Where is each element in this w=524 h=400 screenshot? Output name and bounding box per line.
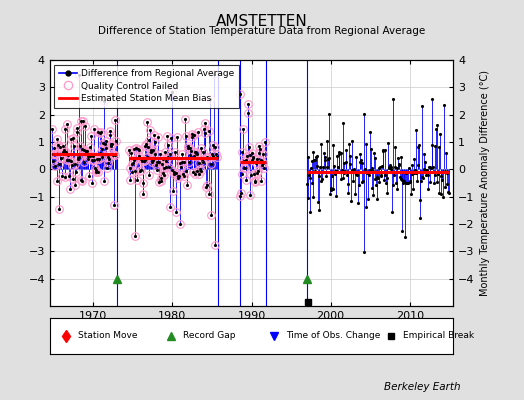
Text: AMSTETTEN: AMSTETTEN <box>216 14 308 29</box>
Text: Record Gap: Record Gap <box>183 332 235 340</box>
Text: Time of Obs. Change: Time of Obs. Change <box>286 332 380 340</box>
Text: Difference of Station Temperature Data from Regional Average: Difference of Station Temperature Data f… <box>99 26 425 36</box>
Text: Station Move: Station Move <box>78 332 137 340</box>
Text: Empirical Break: Empirical Break <box>403 332 474 340</box>
Y-axis label: Monthly Temperature Anomaly Difference (°C): Monthly Temperature Anomaly Difference (… <box>480 70 490 296</box>
Legend: Difference from Regional Average, Quality Control Failed, Estimated Station Mean: Difference from Regional Average, Qualit… <box>54 64 239 108</box>
Text: Berkeley Earth: Berkeley Earth <box>385 382 461 392</box>
